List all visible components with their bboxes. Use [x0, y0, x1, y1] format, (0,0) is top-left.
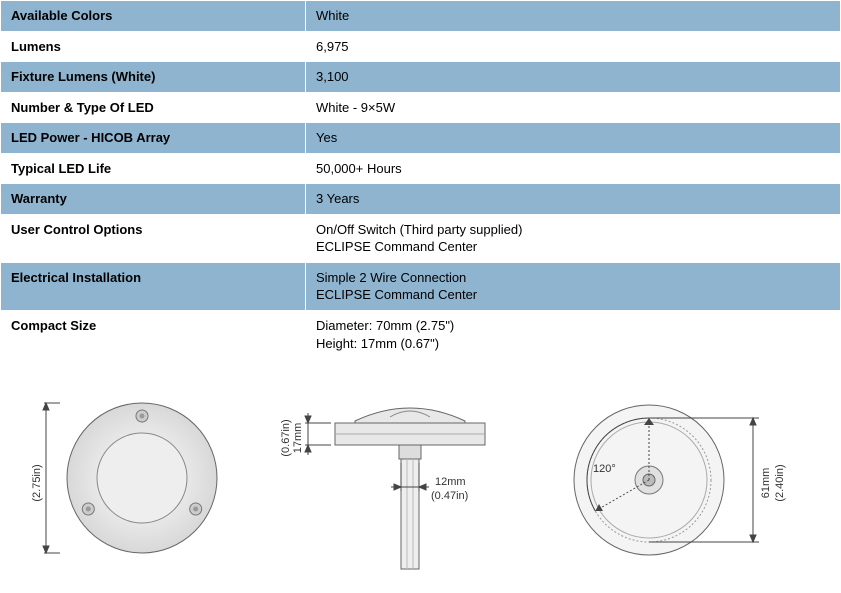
spec-value: White - 9×5W: [306, 92, 841, 123]
spec-value: White: [306, 1, 841, 32]
spec-label: Fixture Lumens (White): [1, 62, 306, 93]
side-height-in: (0.67in): [280, 419, 292, 456]
rear-view-drawing: 120° 61mm (2.40in): [549, 388, 809, 578]
front-dia-label: (2.75in): [32, 464, 43, 501]
spec-row: Number & Type Of LEDWhite - 9×5W: [1, 92, 841, 123]
spec-value: 6,975: [306, 31, 841, 62]
spec-value: 3 Years: [306, 184, 841, 215]
spec-label: Available Colors: [1, 1, 306, 32]
spec-row: Compact SizeDiameter: 70mm (2.75")Height…: [1, 311, 841, 359]
spec-value: On/Off Switch (Third party supplied)ECLI…: [306, 214, 841, 262]
spec-row: Available ColorsWhite: [1, 1, 841, 32]
spec-label: Electrical Installation: [1, 262, 306, 310]
spec-value: 3,100: [306, 62, 841, 93]
spec-row: LED Power - HICOB ArrayYes: [1, 123, 841, 154]
spec-label: LED Power - HICOB Array: [1, 123, 306, 154]
spec-label: Warranty: [1, 184, 306, 215]
front-view-drawing: (2.75in): [32, 388, 232, 578]
spec-label: Compact Size: [1, 311, 306, 359]
spec-table: Available ColorsWhiteLumens6,975Fixture …: [0, 0, 841, 359]
side-stem: [401, 459, 419, 569]
spec-label: Number & Type Of LED: [1, 92, 306, 123]
technical-drawings: (2.75in) 17mm (0.67in: [0, 359, 841, 593]
side-height-dim: [305, 413, 331, 455]
front-dim-bracket: [43, 403, 60, 553]
spec-row: Typical LED Life50,000+ Hours: [1, 153, 841, 184]
side-dome: [355, 408, 465, 423]
spec-row: Warranty3 Years: [1, 184, 841, 215]
side-height-mm: 17mm: [292, 423, 304, 454]
spec-label: Typical LED Life: [1, 153, 306, 184]
spec-row: Lumens6,975: [1, 31, 841, 62]
spec-row: Fixture Lumens (White)3,100: [1, 62, 841, 93]
spec-value: Simple 2 Wire ConnectionECLIPSE Command …: [306, 262, 841, 310]
spec-row: User Control OptionsOn/Off Switch (Third…: [1, 214, 841, 262]
spec-value: Diameter: 70mm (2.75")Height: 17mm (0.67…: [306, 311, 841, 359]
rear-dia-mm: 61mm: [760, 468, 772, 499]
spec-label: User Control Options: [1, 214, 306, 262]
spec-row: Electrical InstallationSimple 2 Wire Con…: [1, 262, 841, 310]
spec-value: 50,000+ Hours: [306, 153, 841, 184]
side-stem-in: (0.47in): [431, 490, 468, 502]
front-inner-circle: [97, 433, 187, 523]
spec-label: Lumens: [1, 31, 306, 62]
side-view-drawing: 17mm (0.67in) 12mm (0.47in): [275, 383, 505, 583]
side-stem-mm: 12mm: [435, 476, 466, 488]
spec-value: Yes: [306, 123, 841, 154]
rear-angle-label: 120°: [593, 463, 616, 475]
rear-dia-in: (2.40in): [774, 464, 786, 501]
